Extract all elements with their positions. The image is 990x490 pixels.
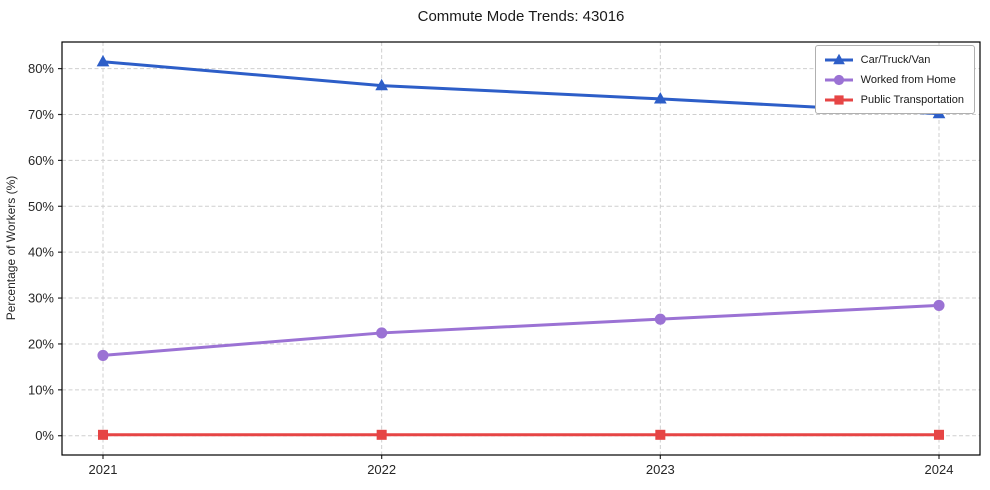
y-tick-label: 70% <box>28 107 54 122</box>
y-tick-label: 0% <box>35 428 54 443</box>
y-tick-label: 80% <box>28 61 54 76</box>
chart-title: Commute Mode Trends: 43016 <box>417 8 625 25</box>
circle-marker <box>933 299 945 311</box>
y-tick-label: 40% <box>28 245 54 260</box>
legend-label: Car/Truck/Van <box>860 53 931 66</box>
y-tick-label: 10% <box>28 382 54 397</box>
circle-marker <box>97 349 109 361</box>
legend-item: Public Transportation <box>823 91 964 108</box>
series-line <box>101 60 941 116</box>
legend-item: Worked from Home <box>823 71 964 88</box>
circle-marker <box>654 313 666 325</box>
legend-label: Worked from Home <box>860 73 956 86</box>
square-marker <box>933 429 945 440</box>
y-tick-label: 20% <box>28 336 54 351</box>
legend-marker-sample <box>824 53 853 64</box>
square-marker <box>834 94 844 105</box>
square-marker <box>655 429 666 440</box>
square-marker <box>376 429 387 440</box>
y-tick-label: 50% <box>28 199 54 214</box>
triangle-marker <box>653 92 667 104</box>
triangle-marker <box>375 78 389 91</box>
x-tick-label: 2023 <box>646 462 675 477</box>
x-tick-label: 2021 <box>89 462 118 477</box>
circle-marker <box>833 74 844 85</box>
legend: Car/Truck/Van Worked from Home Public Tran… <box>814 45 975 114</box>
plot-border <box>61 41 981 456</box>
y-tick-label: 30% <box>28 291 54 306</box>
square-marker <box>97 429 109 440</box>
legend-item: Car/Truck/Van <box>823 51 964 68</box>
y-tick-label: 60% <box>28 153 54 168</box>
circle-marker <box>376 327 388 339</box>
x-tick-label: 2022 <box>367 462 396 477</box>
legend-marker-sample <box>824 94 853 105</box>
legend-label: Public Transportation <box>860 93 964 106</box>
x-tick-label: 2024 <box>925 462 954 477</box>
legend-marker-sample <box>824 74 853 85</box>
series-line <box>101 303 941 357</box>
triangle-marker <box>96 54 110 67</box>
triangle-marker <box>832 53 845 64</box>
